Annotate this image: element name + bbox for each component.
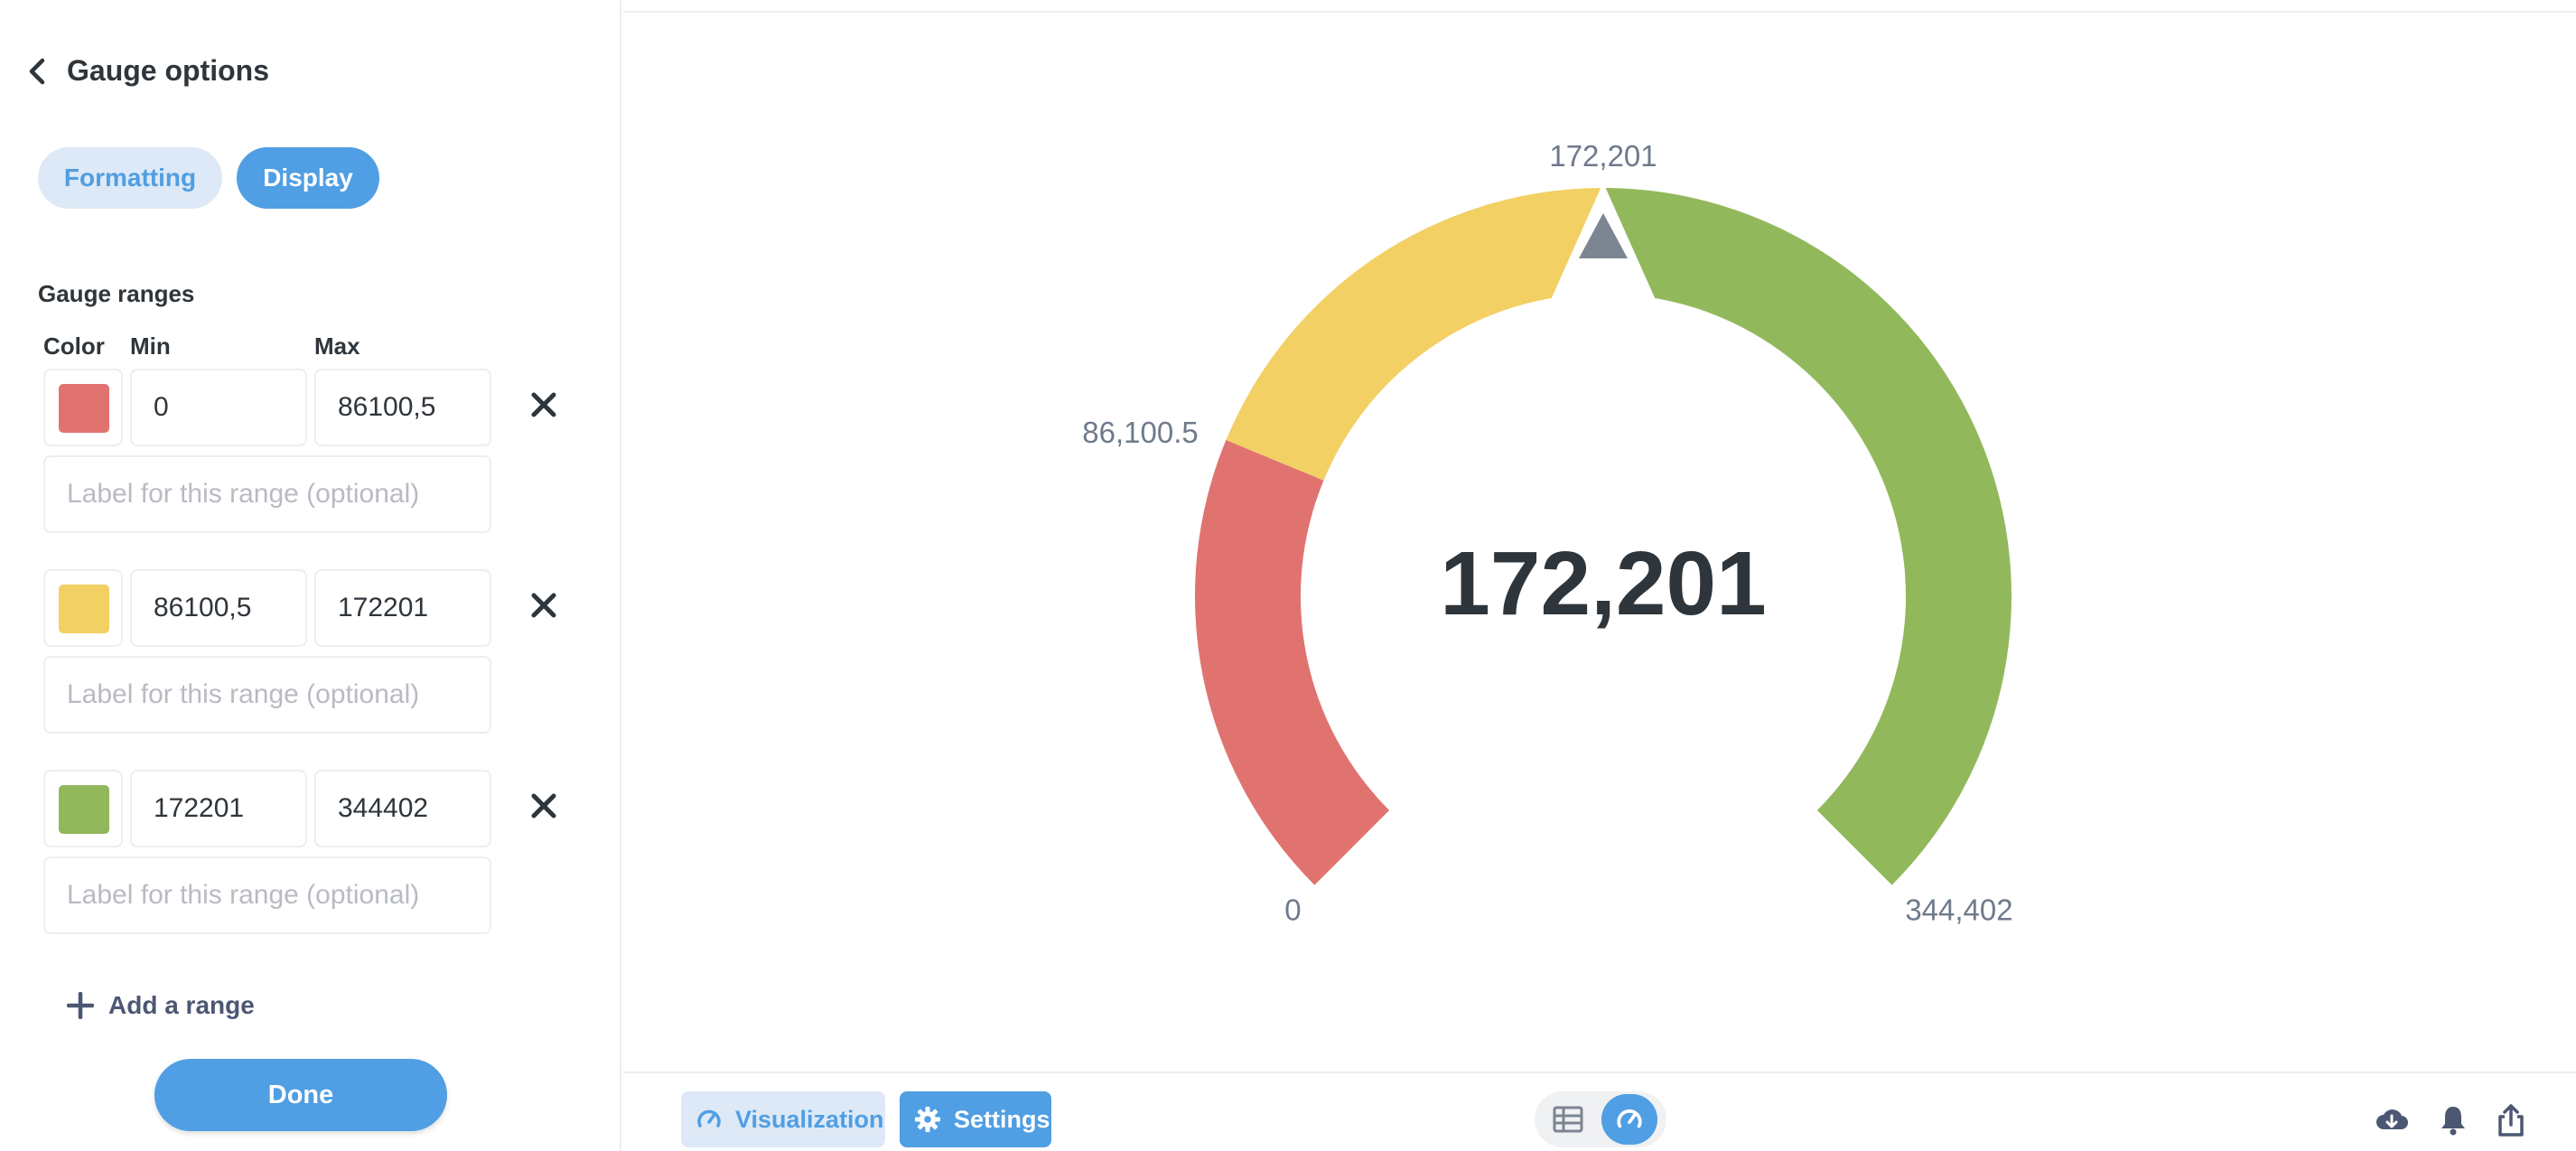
settings-label: Settings bbox=[954, 1105, 1050, 1133]
gauge-tick-label: 344,402 bbox=[1905, 893, 2012, 926]
range-min-input[interactable]: 86100,5 bbox=[130, 569, 307, 647]
range-max-input[interactable]: 172201 bbox=[314, 569, 491, 647]
gauge-view-button[interactable] bbox=[1601, 1094, 1657, 1145]
gauge-icon bbox=[1617, 1109, 1642, 1128]
done-button[interactable]: Done bbox=[154, 1059, 447, 1131]
gauge-tick-label: 0 bbox=[1284, 893, 1301, 926]
range-max-input[interactable]: 344402 bbox=[314, 770, 491, 847]
visualization-label: Visualization bbox=[735, 1105, 884, 1133]
plus-icon bbox=[67, 992, 94, 1019]
table-icon bbox=[1553, 1106, 1583, 1133]
min-column-header: Min bbox=[130, 332, 171, 360]
range-min-input[interactable]: 172201 bbox=[130, 770, 307, 847]
settings-button[interactable]: Settings bbox=[900, 1091, 1051, 1147]
remove-range-icon[interactable] bbox=[528, 389, 559, 420]
top-divider bbox=[623, 11, 2576, 13]
remove-range-icon[interactable] bbox=[528, 590, 559, 621]
color-swatch bbox=[59, 785, 109, 834]
add-range-label: Add a range bbox=[108, 991, 255, 1019]
sidebar-title: Gauge options bbox=[67, 54, 269, 87]
back-to-options-button[interactable]: Gauge options bbox=[27, 54, 269, 88]
gear-icon bbox=[915, 1107, 940, 1132]
color-swatch bbox=[59, 585, 109, 633]
table-view-button[interactable] bbox=[1544, 1098, 1592, 1141]
visualization-button[interactable]: Visualization bbox=[681, 1091, 885, 1147]
range-max-input[interactable]: 86100,5 bbox=[314, 369, 491, 446]
add-range-button[interactable]: Add a range bbox=[67, 991, 255, 1020]
gauge-tick-label: 86,100.5 bbox=[1082, 416, 1198, 449]
gauge-value: 172,201 bbox=[1440, 533, 1766, 634]
color-swatch bbox=[59, 384, 109, 433]
range-min-input[interactable]: 0 bbox=[130, 369, 307, 446]
chevron-left-icon bbox=[29, 58, 45, 84]
range-color-picker[interactable] bbox=[43, 569, 123, 647]
view-toggle bbox=[1535, 1091, 1666, 1147]
gauge-segment bbox=[1603, 188, 2011, 885]
gauge-needle bbox=[1579, 213, 1628, 258]
footer-bar: Visualization Settings bbox=[623, 1071, 2576, 1151]
tab-display[interactable]: Display bbox=[237, 147, 379, 209]
range-label-input[interactable]: Label for this range (optional) bbox=[43, 455, 491, 533]
range-label-input[interactable]: Label for this range (optional) bbox=[43, 656, 491, 734]
range-color-picker[interactable] bbox=[43, 369, 123, 446]
share-icon[interactable] bbox=[2493, 1102, 2529, 1138]
visualization-area: 172,201 0 86,100.5 172,201 344,402 bbox=[623, 0, 2576, 1151]
gauge-segment bbox=[1226, 188, 1603, 481]
gauge-segment bbox=[1195, 440, 1390, 885]
range-color-picker[interactable] bbox=[43, 770, 123, 847]
bell-icon[interactable] bbox=[2435, 1102, 2471, 1138]
gauge-tick-label: 172,201 bbox=[1549, 139, 1657, 173]
gauge-ranges-heading: Gauge ranges bbox=[38, 280, 195, 307]
tab-formatting[interactable]: Formatting bbox=[38, 147, 222, 209]
remove-range-icon[interactable] bbox=[528, 791, 559, 821]
max-column-header: Max bbox=[314, 332, 360, 360]
range-label-input[interactable]: Label for this range (optional) bbox=[43, 856, 491, 934]
color-column-header: Color bbox=[43, 332, 105, 360]
gauge-chart: 172,201 0 86,100.5 172,201 344,402 bbox=[1082, 139, 2012, 926]
download-icon[interactable] bbox=[2374, 1102, 2410, 1138]
gauge-icon bbox=[697, 1109, 721, 1128]
gauge-options-sidebar: Gauge options Formatting Display Gauge r… bbox=[0, 0, 621, 1151]
